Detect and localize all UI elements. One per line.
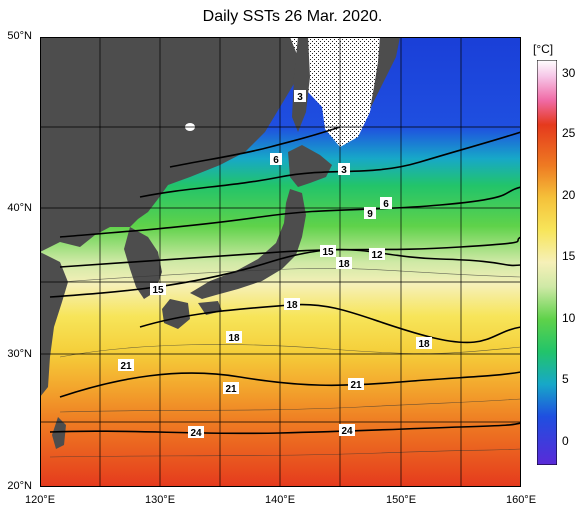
contour-label: 9 bbox=[364, 207, 376, 220]
land-korea bbox=[124, 227, 162, 299]
colorbar bbox=[536, 59, 558, 466]
contour-label: 15 bbox=[150, 283, 166, 296]
sst-contours-minor bbox=[49, 267, 522, 458]
svg-text:21: 21 bbox=[120, 361, 132, 372]
map-frame bbox=[40, 37, 521, 487]
contour-label: 6 bbox=[380, 197, 392, 210]
land-honshu bbox=[190, 189, 306, 299]
contour-label: 21 bbox=[348, 378, 364, 391]
contour-label: 15 bbox=[320, 245, 336, 258]
contour-label: 3 bbox=[338, 163, 350, 176]
colorbar-unit-label: [°C] bbox=[533, 42, 554, 56]
contour-label: 21 bbox=[118, 359, 134, 372]
map-title: Daily SSTs 26 Mar. 2020. bbox=[202, 8, 383, 25]
contour-18 bbox=[139, 303, 522, 344]
colorbar-tick-20: 20 bbox=[562, 188, 576, 202]
lat-label-30n: 30°N bbox=[7, 348, 32, 360]
sst-map: 3 6 3 6 9 12 15 18 bbox=[40, 37, 522, 487]
contour-label: 18 bbox=[416, 337, 432, 350]
svg-text:24: 24 bbox=[341, 426, 353, 437]
svg-text:18: 18 bbox=[418, 339, 430, 350]
lon-label-140e: 140°E bbox=[264, 494, 296, 506]
svg-text:18: 18 bbox=[338, 259, 350, 270]
contour-3 bbox=[169, 126, 341, 168]
land-sakhalin bbox=[292, 37, 310, 132]
colorbar-gradient bbox=[536, 59, 558, 466]
contour-label: 12 bbox=[369, 248, 385, 261]
sst-map-svg: 3 6 3 6 9 12 15 18 bbox=[40, 37, 522, 487]
contour-9 bbox=[59, 186, 522, 238]
lon-label-130e: 130°E bbox=[144, 494, 176, 506]
sea-ice-region bbox=[288, 37, 380, 147]
svg-text:6: 6 bbox=[383, 199, 389, 210]
colorbar-svg bbox=[536, 59, 558, 466]
land-china bbox=[40, 252, 68, 397]
lon-label-150e: 150°E bbox=[385, 494, 417, 506]
land-taiwan bbox=[52, 417, 66, 449]
contour-label: 3 bbox=[294, 90, 306, 103]
colorbar-tick-5: 5 bbox=[562, 372, 569, 386]
colorbar-tick-10: 10 bbox=[562, 311, 576, 325]
colorbar-tick-15: 15 bbox=[562, 249, 576, 263]
svg-text:3: 3 bbox=[341, 165, 347, 176]
graticule bbox=[40, 37, 521, 487]
land-kyushu bbox=[162, 299, 190, 329]
land-kuril bbox=[370, 37, 400, 109]
svg-text:21: 21 bbox=[350, 380, 362, 391]
lat-label-40n: 40°N bbox=[7, 202, 32, 214]
contour-15 bbox=[49, 248, 522, 298]
colorbar-tick-0: 0 bbox=[562, 434, 569, 448]
land-hokkaido bbox=[288, 145, 332, 187]
sst-contours bbox=[49, 126, 522, 435]
contour-label: 6 bbox=[270, 153, 282, 166]
land-asia bbox=[40, 37, 298, 252]
contour-label: 18 bbox=[336, 257, 352, 270]
lat-label-50n: 50°N bbox=[7, 30, 32, 42]
svg-text:18: 18 bbox=[228, 333, 240, 344]
svg-text:15: 15 bbox=[152, 285, 164, 296]
svg-text:18: 18 bbox=[286, 300, 298, 311]
svg-text:24: 24 bbox=[190, 428, 202, 439]
svg-text:21: 21 bbox=[225, 384, 237, 395]
svg-text:12: 12 bbox=[371, 250, 383, 261]
svg-text:6: 6 bbox=[273, 155, 279, 166]
colorbar-tick-25: 25 bbox=[562, 126, 576, 140]
svg-text:3: 3 bbox=[297, 92, 303, 103]
colorbar-tick-30: 30 bbox=[562, 66, 576, 80]
contour-label: 21 bbox=[223, 382, 239, 395]
contour-21 bbox=[59, 371, 522, 398]
svg-text:9: 9 bbox=[367, 209, 373, 220]
lon-label-120e: 120°E bbox=[24, 494, 56, 506]
contour-label: 24 bbox=[188, 426, 204, 439]
lon-label-160e: 160°E bbox=[505, 494, 537, 506]
svg-text:15: 15 bbox=[322, 247, 334, 258]
contour-label: 24 bbox=[339, 424, 355, 437]
lat-label-20n: 20°N bbox=[7, 480, 32, 492]
contour-label: 18 bbox=[226, 331, 242, 344]
contour-label: 18 bbox=[284, 298, 300, 311]
